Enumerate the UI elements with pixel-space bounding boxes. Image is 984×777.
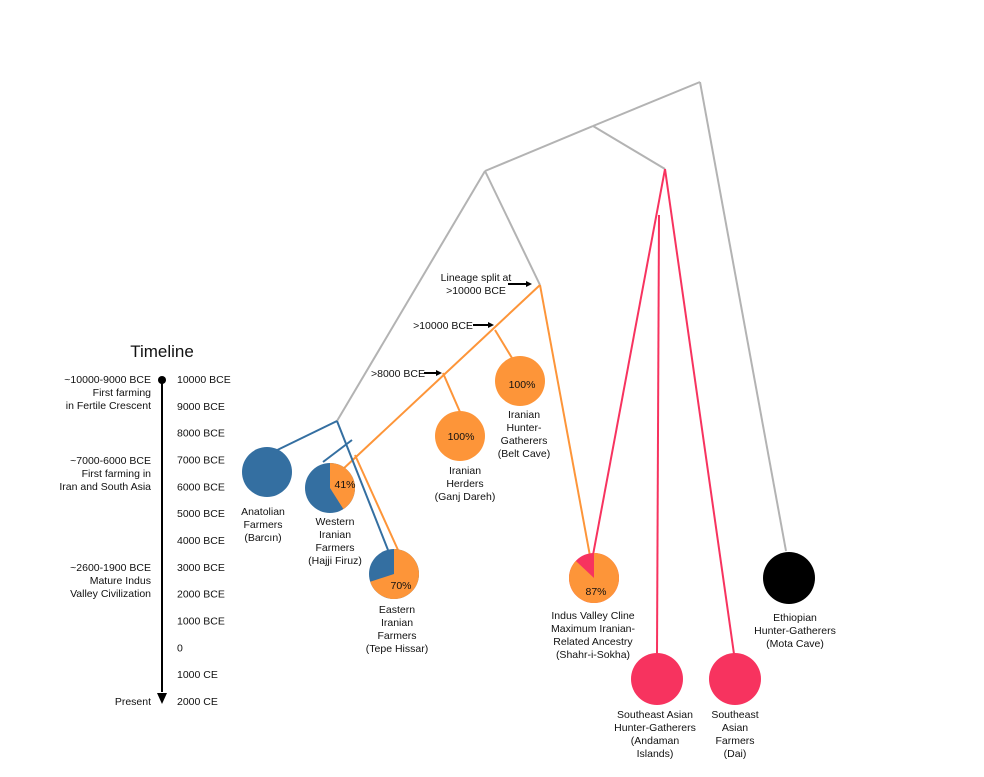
timeline-tick-label: 2000 BCE — [177, 589, 225, 601]
split-label-8000: >8000 BCE — [371, 368, 425, 380]
branch-orange-to-belt-cave — [494, 329, 513, 359]
node-iranian-hg — [495, 356, 545, 406]
split-arrow-8000-head — [436, 370, 442, 376]
branch-pink-to-dai — [664, 168, 735, 655]
timeline-title: Timeline — [130, 342, 194, 361]
label-ethiopian: Ethiopian Hunter-Gatherers (Mota Cave) — [754, 612, 836, 650]
branch-orange-to-indus — [539, 284, 591, 557]
timeline-tick-label: 8000 BCE — [177, 428, 225, 440]
node-western-iranian-wedge — [330, 463, 356, 510]
branch-pink-to-andaman — [656, 214, 660, 654]
pct-iranian-hg: 100% — [509, 379, 536, 391]
label-indus-valley: Indus Valley Cline Maximum Iranian-Relate… — [551, 610, 636, 661]
pct-eastern-iranian: 70% — [390, 580, 411, 592]
node-indus-valley-wedge — [569, 553, 620, 603]
node-eastern-iranian-wedge — [370, 549, 419, 599]
split-label-10000: >10000 BCE — [413, 320, 473, 332]
label-se-asian-farmers: Southeast Asian Farmers (Dai) — [711, 709, 758, 760]
branch-anatolian-lineage — [336, 170, 486, 422]
node-ethiopian — [763, 552, 815, 604]
label-western-iranian: Western Iranian Farmers (Hajji Firuz) — [308, 516, 362, 567]
node-se-asian-farmers — [709, 653, 761, 705]
split-arrow-10000-head — [488, 322, 494, 328]
timeline-tick-label: 6000 BCE — [177, 481, 225, 493]
timeline-event: ~10000-9000 BCE First farming in Fertile C… — [64, 374, 151, 412]
branch-orange-to-tepe-hissar — [354, 454, 399, 551]
timeline-tick-label: 5000 BCE — [177, 508, 225, 520]
pct-indus-valley: 87% — [585, 586, 606, 598]
branch-orange-to-ganj-dareh — [442, 372, 461, 413]
timeline-event: ~7000-6000 BCE First farming in Iran and S… — [59, 455, 151, 493]
timeline-event: Present — [115, 696, 151, 708]
node-anatolian — [242, 447, 292, 497]
label-anatolian: Anatolian Farmers (Barcın) — [241, 506, 285, 544]
timeline-event: ~2600-1900 BCE Mature Indus Valley Civiliz… — [70, 562, 151, 600]
pct-iranian-herders: 100% — [448, 431, 475, 443]
branch-orange-to-western — [341, 284, 541, 471]
timeline-arrow-head — [157, 693, 167, 704]
label-se-asian-hg: Southeast Asian Hunter-Gatherers (Andaman I… — [614, 709, 696, 760]
timeline-tick-label: 1000 CE — [177, 669, 218, 681]
timeline-tick-label: 4000 BCE — [177, 535, 225, 547]
label-eastern-iranian: Eastern Iranian Farmers (Tepe Hissar) — [366, 604, 428, 655]
label-iranian-hg: Iranian Hunter-Gatherers (Belt Cave) — [498, 409, 551, 460]
branch-blue-to-western — [322, 439, 353, 463]
branch-pink-to-indus — [592, 168, 666, 556]
timeline-tick-label: 10000 BCE — [177, 374, 231, 386]
timeline-tick-label: 2000 CE — [177, 696, 218, 708]
timeline-tick-label: 0 — [177, 642, 183, 654]
branch-to-ethiopian — [699, 81, 787, 552]
branch-east-asian — [592, 125, 666, 170]
pct-western-iranian: 41% — [334, 479, 355, 491]
timeline-tick-label: 1000 BCE — [177, 616, 225, 628]
label-iranian-herders: Iranian Herders (Ganj Dareh) — [435, 465, 496, 503]
timeline-tick-label: 7000 BCE — [177, 455, 225, 467]
timeline-tick-label: 9000 BCE — [177, 401, 225, 413]
branch-blue-to-anatolian — [266, 420, 338, 456]
timeline-start-dot — [158, 376, 166, 384]
branch-root-left — [592, 81, 701, 127]
node-iranian-herders — [435, 411, 485, 461]
node-se-asian-hg — [631, 653, 683, 705]
branch-blue-to-tepe-hissar — [336, 420, 389, 551]
timeline-tick-label: 3000 BCE — [177, 562, 225, 574]
split-arrow-main-head — [526, 281, 532, 287]
branch-iranian-lineage — [484, 170, 541, 286]
split-label-main: Lineage split at >10000 BCE — [441, 272, 512, 297]
branch-west-eurasian — [484, 125, 594, 172]
